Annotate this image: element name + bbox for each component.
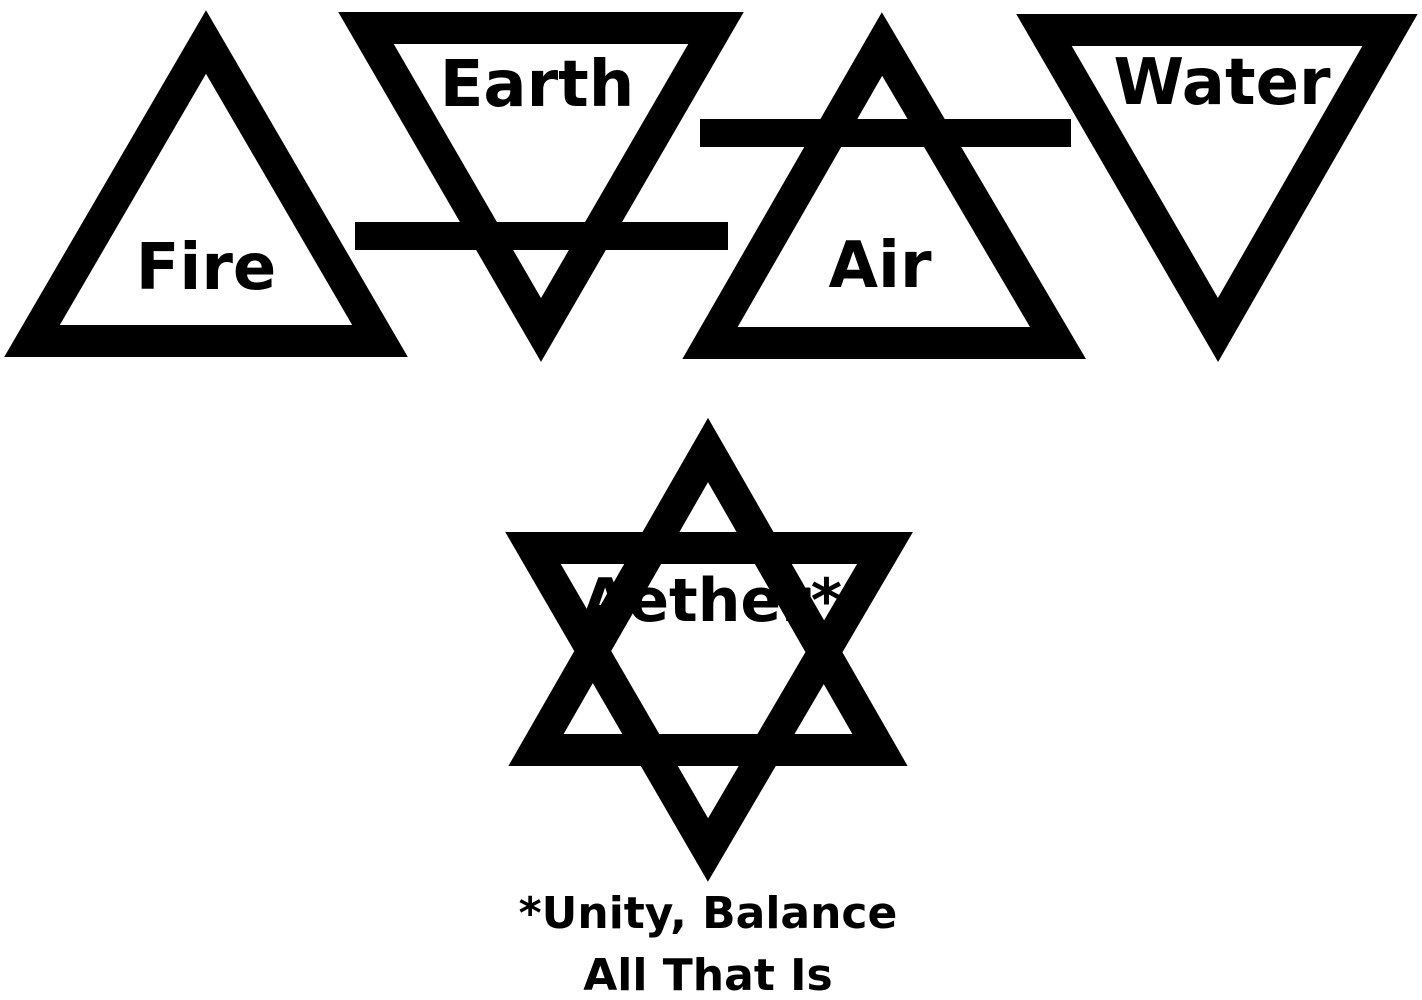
fire-label: Fire [136,231,277,305]
air-bar [700,119,1071,147]
earth-icon [338,11,744,362]
water-icon [1016,13,1418,363]
footnote-line-2: All That Is [583,950,832,1000]
aether-label: Aether* [582,566,842,636]
footnote-line-1: *Unity, Balance [519,888,898,939]
air-label: Air [828,229,931,303]
water-label: Water [1113,46,1331,120]
air-symbol: Air [682,12,1086,359]
earth-symbol: Earth [338,11,744,362]
aether-symbol: Aether* [505,417,913,882]
aether-up-triangle-icon [508,417,908,766]
aether-down-triangle-icon [505,532,913,882]
water-symbol: Water [1016,13,1418,363]
earth-label: Earth [440,48,635,122]
fire-symbol: Fire [4,10,408,357]
air-icon [682,12,1086,359]
earth-bar [355,222,728,250]
fire-icon [4,10,408,357]
